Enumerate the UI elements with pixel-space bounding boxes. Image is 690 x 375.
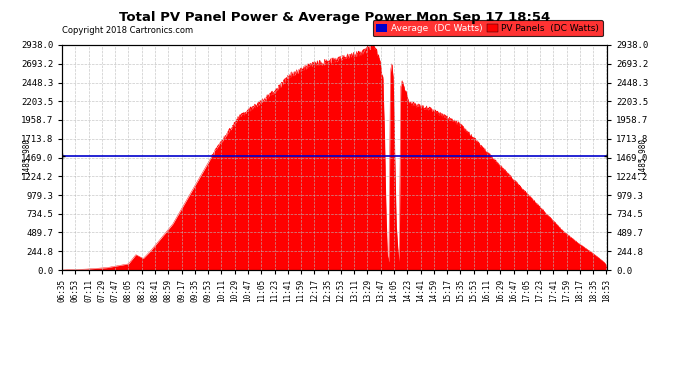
Text: 1485.980: 1485.980 (638, 138, 647, 175)
Text: Total PV Panel Power & Average Power Mon Sep 17 18:54: Total PV Panel Power & Average Power Mon… (119, 11, 551, 24)
Text: Copyright 2018 Cartronics.com: Copyright 2018 Cartronics.com (62, 26, 193, 35)
Legend: Average  (DC Watts), PV Panels  (DC Watts): Average (DC Watts), PV Panels (DC Watts) (373, 20, 602, 36)
Text: 1485.980: 1485.980 (22, 138, 31, 175)
